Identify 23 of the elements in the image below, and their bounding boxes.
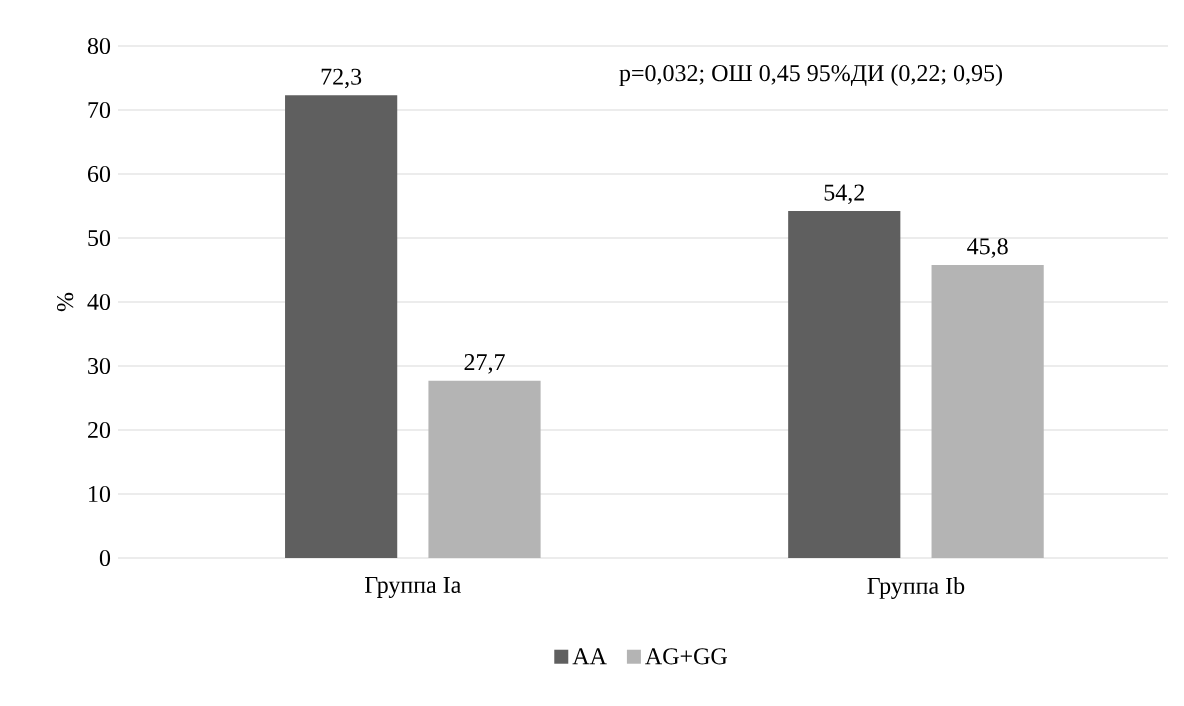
y-tick-label: 80 [87, 37, 111, 55]
bar [931, 264, 1044, 558]
bar [285, 95, 398, 558]
y-axis-title: % [56, 292, 74, 312]
legend-label: AA [572, 648, 607, 665]
bar [788, 211, 901, 558]
y-tick-label: 60 [87, 165, 111, 183]
y-tick-label: 30 [88, 357, 111, 375]
annotation: p=0,032; ОШ 0,45 95%ДИ (0,22; 0,95) [619, 64, 1002, 87]
data-label: 72,3 [321, 68, 362, 89]
data-label: 27,7 [464, 354, 505, 374]
data-label: 45,8 [967, 238, 1008, 258]
y-tick-label: 40 [87, 293, 111, 311]
x-tick-label: Группа Ib [867, 577, 965, 599]
bar [428, 380, 541, 558]
y-tick-label: 50 [88, 229, 111, 247]
x-tick-label: Группа Ia [365, 577, 461, 598]
data-label: 54,2 [824, 184, 864, 205]
y-tick-label: 0 [99, 549, 111, 567]
y-tick-label: 10 [89, 485, 111, 503]
y-tick-label: 20 [88, 421, 111, 439]
legend-label: AG+GG [645, 648, 727, 665]
y-tick-label: 70 [88, 101, 111, 119]
